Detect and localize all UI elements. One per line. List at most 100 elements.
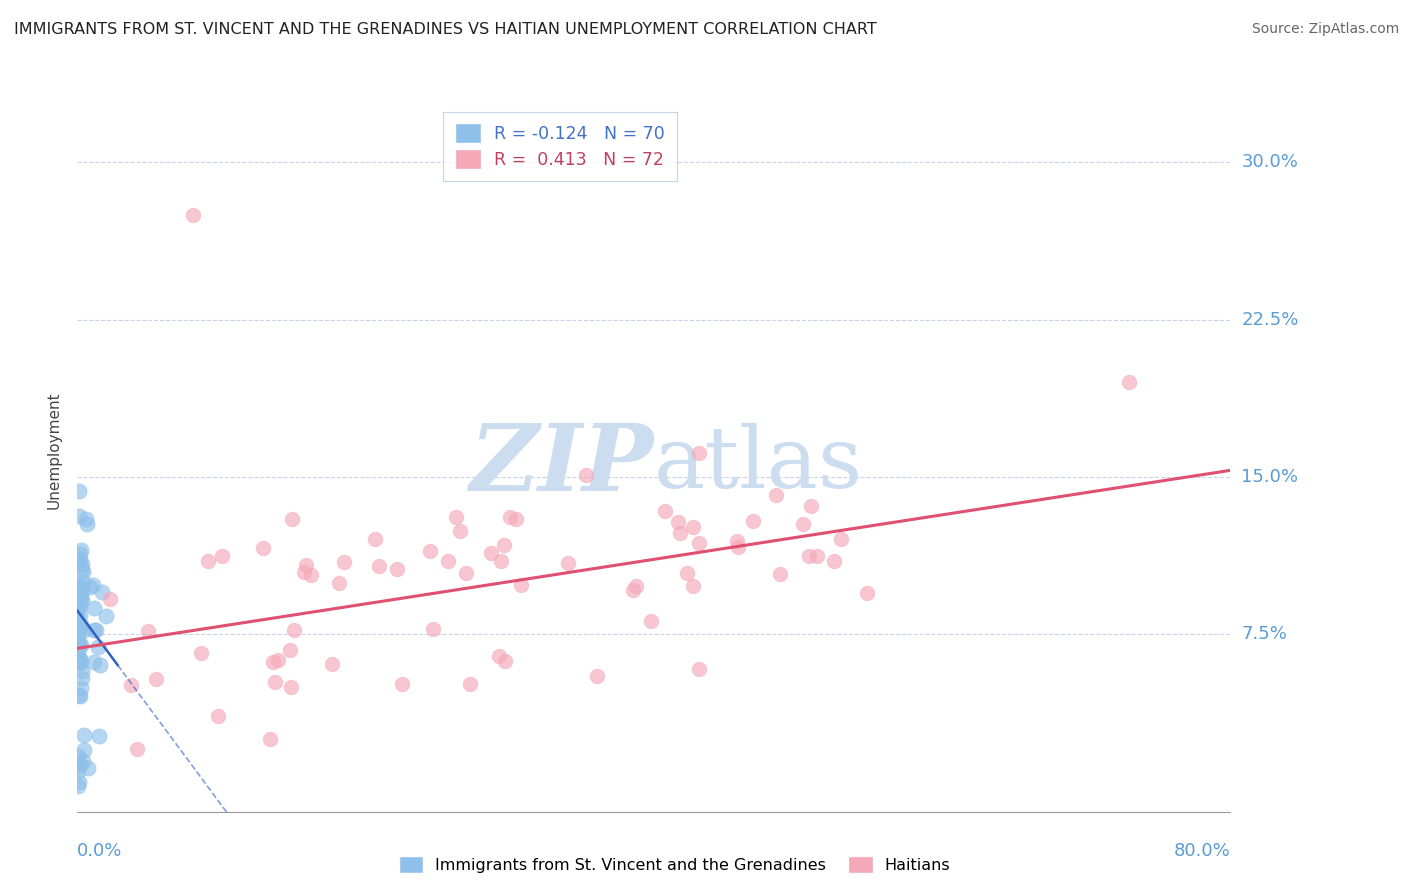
Point [67, 637, 90, 651]
Point [792, 516, 814, 531]
Point [67, 758, 90, 772]
Point [624, 579, 647, 593]
Point [66, 584, 89, 599]
Point [72, 565, 94, 579]
Point [145, 672, 167, 686]
Point [136, 624, 159, 638]
Point [82, 577, 104, 591]
Point [458, 677, 481, 691]
Point [489, 554, 512, 568]
Point [69, 607, 91, 622]
Text: 7.5%: 7.5% [1241, 624, 1288, 643]
Point [66, 655, 89, 669]
Point [67, 775, 90, 789]
Point [69, 547, 91, 561]
Point [89, 730, 111, 744]
Point [69, 640, 91, 654]
Point [669, 526, 692, 541]
Point [84, 624, 107, 638]
Point [72, 742, 94, 756]
Point [364, 532, 387, 546]
Point [266, 652, 288, 666]
Point [252, 541, 274, 556]
Point [66, 748, 89, 763]
Point [682, 520, 704, 534]
Point [72, 574, 94, 589]
Point [585, 668, 607, 682]
Point [72, 593, 94, 607]
Point [66, 625, 89, 640]
Point [69, 652, 91, 666]
Point [830, 532, 852, 546]
Point [437, 554, 460, 568]
Point [67, 613, 90, 627]
Point [83, 601, 105, 615]
Point [67, 630, 90, 644]
Point [83, 623, 105, 637]
Point [262, 655, 284, 669]
Y-axis label: Unemployment: Unemployment [46, 392, 62, 509]
Point [89, 658, 111, 673]
Point [67, 764, 90, 778]
Point [66, 580, 89, 594]
Text: ZIP: ZIP [470, 420, 654, 510]
Point [70, 562, 93, 576]
Text: 30.0%: 30.0% [1241, 153, 1298, 171]
Point [505, 512, 527, 526]
Point [456, 566, 478, 581]
Point [682, 579, 704, 593]
Point [83, 655, 105, 669]
Point [498, 509, 520, 524]
Text: 15.0%: 15.0% [1241, 467, 1298, 485]
Point [769, 567, 792, 582]
Text: 0.0%: 0.0% [77, 842, 122, 860]
Point [207, 709, 229, 723]
Point [69, 543, 91, 558]
Point [66, 599, 89, 613]
Point [69, 599, 91, 613]
Point [70, 664, 93, 678]
Point [725, 534, 748, 549]
Text: IMMIGRANTS FROM ST. VINCENT AND THE GRENADINES VS HAITIAN UNEMPLOYMENT CORRELATI: IMMIGRANTS FROM ST. VINCENT AND THE GREN… [14, 22, 877, 37]
Point [488, 649, 510, 664]
Point [688, 662, 710, 676]
Point [77, 761, 100, 775]
Point [73, 728, 96, 742]
Text: atlas: atlas [654, 424, 863, 507]
Point [280, 681, 302, 695]
Legend: R = -0.124   N = 70, R =  0.413   N = 72: R = -0.124 N = 70, R = 0.413 N = 72 [443, 112, 676, 181]
Point [69, 655, 91, 669]
Point [278, 643, 301, 657]
Point [449, 524, 471, 539]
Point [385, 562, 408, 576]
Point [197, 554, 219, 568]
Point [69, 655, 91, 669]
Point [419, 544, 441, 558]
Point [328, 576, 350, 591]
Point [211, 549, 233, 563]
Point [823, 554, 845, 568]
Point [69, 553, 91, 567]
Point [422, 623, 444, 637]
Point [283, 623, 305, 637]
Point [69, 689, 91, 703]
Point [69, 758, 91, 772]
Point [91, 585, 114, 599]
Point [281, 511, 304, 525]
Point [391, 677, 413, 691]
Point [666, 515, 689, 529]
Point [72, 754, 94, 768]
Point [292, 565, 315, 579]
Point [98, 591, 121, 606]
Text: 22.5%: 22.5% [1241, 310, 1299, 328]
Point [66, 607, 89, 621]
Point [70, 583, 93, 598]
Point [67, 554, 90, 568]
Point [66, 647, 89, 661]
Point [1118, 376, 1140, 390]
Point [94, 608, 117, 623]
Point [181, 208, 204, 222]
Point [574, 468, 596, 483]
Point [806, 549, 828, 564]
Point [72, 557, 94, 571]
